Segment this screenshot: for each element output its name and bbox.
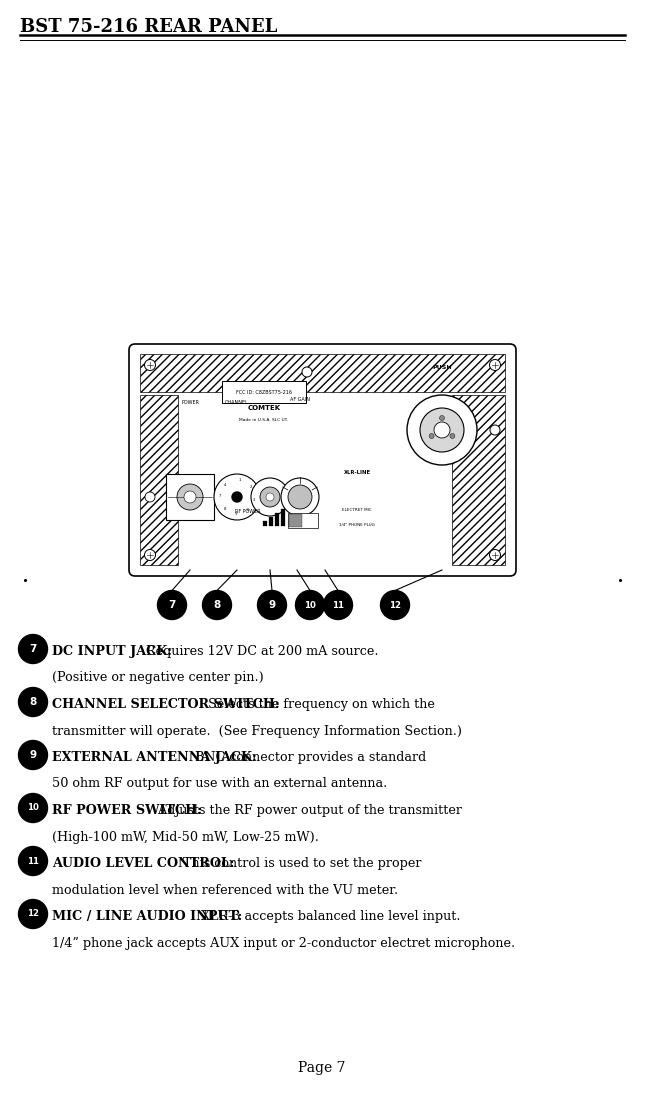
Text: 7: 7 xyxy=(29,644,37,654)
Text: This control is used to set the proper: This control is used to set the proper xyxy=(175,857,421,870)
Bar xyxy=(289,514,302,527)
Circle shape xyxy=(324,591,353,619)
Bar xyxy=(269,517,273,526)
FancyBboxPatch shape xyxy=(288,513,318,528)
Bar xyxy=(140,354,505,392)
Text: 10: 10 xyxy=(27,803,39,813)
Text: Requires 12V DC at 200 mA source.: Requires 12V DC at 200 mA source. xyxy=(138,645,379,658)
Bar xyxy=(263,521,267,526)
Circle shape xyxy=(288,485,312,509)
Text: 4: 4 xyxy=(224,483,226,486)
Text: (Positive or negative center pin.): (Positive or negative center pin.) xyxy=(52,671,264,684)
Text: 9: 9 xyxy=(234,512,237,516)
Circle shape xyxy=(177,484,203,510)
Text: 2: 2 xyxy=(250,485,252,490)
Text: AF GAIN: AF GAIN xyxy=(290,397,310,401)
Circle shape xyxy=(490,360,501,371)
Text: RF POWER: RF POWER xyxy=(235,509,261,514)
Text: CHANNEL: CHANNEL xyxy=(225,400,249,405)
Circle shape xyxy=(144,360,155,371)
Circle shape xyxy=(260,487,280,507)
Circle shape xyxy=(145,492,155,502)
Text: DC INPUT JACK:: DC INPUT JACK: xyxy=(52,645,172,658)
Circle shape xyxy=(450,433,455,439)
Circle shape xyxy=(420,408,464,452)
Text: CHANNEL SELECTOR SWITCH:: CHANNEL SELECTOR SWITCH: xyxy=(52,698,279,711)
Text: 9: 9 xyxy=(30,750,37,760)
Circle shape xyxy=(295,591,324,619)
Text: COMTEK: COMTEK xyxy=(248,405,281,411)
Circle shape xyxy=(19,900,48,928)
Circle shape xyxy=(19,740,48,770)
Text: 9: 9 xyxy=(268,600,275,610)
Bar xyxy=(281,509,285,526)
Circle shape xyxy=(429,433,434,439)
Text: 1: 1 xyxy=(239,478,241,482)
Circle shape xyxy=(184,491,196,503)
Text: Adjusts the RF power output of the transmitter: Adjusts the RF power output of the trans… xyxy=(150,804,462,817)
Circle shape xyxy=(257,591,286,619)
Text: 3: 3 xyxy=(252,498,255,502)
FancyBboxPatch shape xyxy=(129,344,516,576)
Circle shape xyxy=(439,416,444,420)
Text: ELECTRET MIC: ELECTRET MIC xyxy=(342,508,372,512)
Text: 7: 7 xyxy=(219,494,221,498)
Circle shape xyxy=(232,492,242,502)
Text: Made in U.S.A. SLC UT.: Made in U.S.A. SLC UT. xyxy=(239,418,288,422)
Text: POWER: POWER xyxy=(181,400,199,405)
Bar xyxy=(275,513,279,526)
Circle shape xyxy=(407,395,477,465)
Text: 11: 11 xyxy=(27,857,39,866)
Text: XLR-LINE: XLR-LINE xyxy=(343,470,371,475)
Text: modulation level when referenced with the VU meter.: modulation level when referenced with th… xyxy=(52,883,398,896)
Text: 50 ohm RF output for use with an external antenna.: 50 ohm RF output for use with an externa… xyxy=(52,778,387,791)
Circle shape xyxy=(19,847,48,876)
Text: 8: 8 xyxy=(224,507,226,512)
Circle shape xyxy=(266,493,274,500)
Text: Selects the frequency on which the: Selects the frequency on which the xyxy=(199,698,435,711)
Circle shape xyxy=(434,422,450,438)
Text: 8: 8 xyxy=(213,600,221,610)
Circle shape xyxy=(490,425,500,435)
Circle shape xyxy=(203,591,232,619)
FancyBboxPatch shape xyxy=(166,474,214,520)
Circle shape xyxy=(144,550,155,561)
Text: EXTERNAL ANTENNA JACK:: EXTERNAL ANTENNA JACK: xyxy=(52,751,257,764)
Bar xyxy=(140,395,178,565)
Circle shape xyxy=(214,474,260,520)
Text: AUDIO LEVEL CONTROL:: AUDIO LEVEL CONTROL: xyxy=(52,857,234,870)
Text: 1/4” phone jack accepts AUX input or 2-conductor electret microphone.: 1/4” phone jack accepts AUX input or 2-c… xyxy=(52,936,515,949)
Text: 12: 12 xyxy=(389,601,401,609)
Circle shape xyxy=(19,793,48,823)
Text: MIC / LINE AUDIO INPUT:: MIC / LINE AUDIO INPUT: xyxy=(52,910,243,923)
Text: 1/4" PHONE PLUG: 1/4" PHONE PLUG xyxy=(339,522,375,527)
Text: 10: 10 xyxy=(304,601,316,609)
Circle shape xyxy=(381,591,410,619)
Circle shape xyxy=(157,591,186,619)
Circle shape xyxy=(19,688,48,716)
Text: 6: 6 xyxy=(247,508,249,512)
Bar xyxy=(452,395,505,565)
Text: XLR-3 accepts balanced line level input.: XLR-3 accepts balanced line level input. xyxy=(194,910,461,923)
Text: transmitter will operate.  (See Frequency Information Section.): transmitter will operate. (See Frequency… xyxy=(52,725,462,737)
Text: RF POWER SWITCH:: RF POWER SWITCH: xyxy=(52,804,202,817)
Text: PUSH: PUSH xyxy=(432,365,452,370)
Circle shape xyxy=(281,478,319,516)
Circle shape xyxy=(302,367,312,377)
Text: Page 7: Page 7 xyxy=(298,1062,346,1075)
Text: 12: 12 xyxy=(27,910,39,918)
Text: BNC connector provides a standard: BNC connector provides a standard xyxy=(187,751,426,764)
Text: BST 75-216 REAR PANEL: BST 75-216 REAR PANEL xyxy=(20,18,277,36)
Circle shape xyxy=(490,550,501,561)
FancyBboxPatch shape xyxy=(222,381,306,403)
Circle shape xyxy=(19,635,48,663)
Text: FCC ID: C8ZBST75-216: FCC ID: C8ZBST75-216 xyxy=(236,389,292,395)
Text: (High-100 mW, Mid-50 mW, Low-25 mW).: (High-100 mW, Mid-50 mW, Low-25 mW). xyxy=(52,830,319,844)
Circle shape xyxy=(251,478,289,516)
Text: 11: 11 xyxy=(332,601,344,609)
Text: 8: 8 xyxy=(30,697,37,707)
Text: 7: 7 xyxy=(168,600,175,610)
